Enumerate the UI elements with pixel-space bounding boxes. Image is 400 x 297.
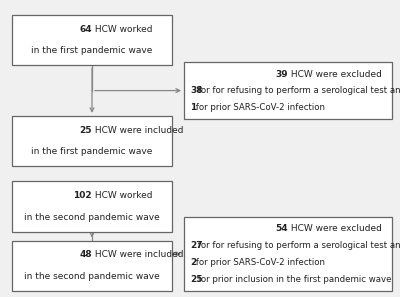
Bar (184, 62, 392, 119)
Text: 25: 25 (80, 126, 92, 135)
Text: 1: 1 (190, 102, 196, 111)
Text: 54: 54 (275, 224, 288, 233)
Text: 48: 48 (79, 250, 92, 260)
Text: 25: 25 (190, 275, 202, 284)
Text: in the first pandemic wave: in the first pandemic wave (31, 46, 153, 56)
Text: for prior SARS-CoV-2 infection: for prior SARS-CoV-2 infection (193, 258, 325, 267)
Text: 102: 102 (73, 191, 92, 200)
Bar (12, 15, 172, 65)
Bar (12, 181, 172, 232)
Bar (12, 116, 172, 166)
Text: 39: 39 (275, 70, 288, 79)
Text: HCW worked: HCW worked (92, 25, 152, 34)
Text: for for refusing to perform a serological test and a RT-PCR assay: for for refusing to perform a serologica… (195, 86, 400, 95)
Text: HCW worked: HCW worked (92, 191, 152, 200)
Text: 2: 2 (190, 258, 196, 267)
Text: 38: 38 (190, 86, 202, 95)
Text: for prior SARS-CoV-2 infection: for prior SARS-CoV-2 infection (193, 102, 325, 111)
Text: in the first pandemic wave: in the first pandemic wave (31, 147, 153, 157)
Text: 27: 27 (190, 241, 203, 250)
Bar (184, 217, 392, 291)
Text: HCW were excluded: HCW were excluded (288, 224, 382, 233)
Bar (12, 241, 172, 291)
Text: for for refusing to perform a serological test and a RT-PCR assay: for for refusing to perform a serologica… (195, 241, 400, 250)
Text: HCW were included: HCW were included (92, 126, 184, 135)
Text: HCW were included: HCW were included (92, 250, 184, 260)
Text: for prior inclusion in the first pandemic wave: for prior inclusion in the first pandemi… (195, 275, 392, 284)
Text: in the second pandemic wave: in the second pandemic wave (24, 272, 160, 281)
Text: HCW were excluded: HCW were excluded (288, 70, 382, 79)
Text: 64: 64 (79, 25, 92, 34)
Text: in the second pandemic wave: in the second pandemic wave (24, 213, 160, 222)
